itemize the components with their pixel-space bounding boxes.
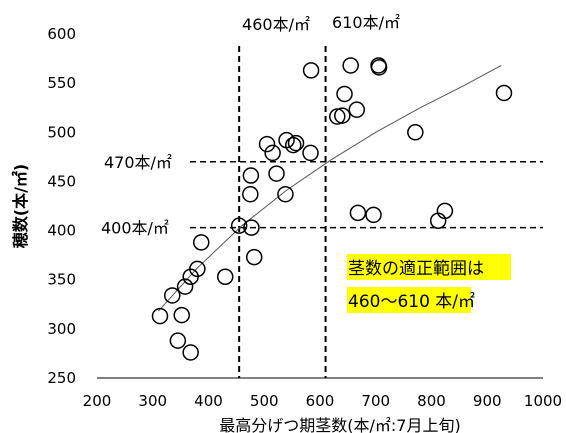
- data-point: [189, 260, 206, 278]
- x-tick-label: 800: [417, 392, 446, 410]
- y-tick-label: 250: [47, 369, 76, 387]
- x-axis-ticks: 200 300 400 500 600 700 800 900 1000: [83, 392, 562, 410]
- data-point: [242, 185, 259, 203]
- y-tick-label: 300: [47, 320, 76, 338]
- x-tick-label: 900: [473, 392, 502, 410]
- data-point: [216, 268, 234, 286]
- data-point: [151, 307, 169, 325]
- data-point: [287, 134, 305, 152]
- x-tick-label: 600: [306, 392, 335, 410]
- data-point: [342, 57, 359, 74]
- data-point: [349, 204, 367, 222]
- data-point: [284, 136, 302, 154]
- data-point: [242, 167, 260, 184]
- x-tick-label: 400: [194, 392, 223, 410]
- data-point: [176, 278, 194, 295]
- note-line: 460～610 本/㎡: [348, 292, 475, 312]
- hline-label: 470本/㎡: [104, 153, 172, 172]
- data-point: [436, 202, 454, 220]
- trendline: [157, 65, 502, 312]
- data-point: [277, 185, 294, 203]
- note-highlight: [347, 254, 511, 280]
- x-axis-label: 最高分げつ期茎数(本/㎡:7月上旬): [219, 416, 460, 433]
- data-point: [193, 234, 210, 251]
- reference-lines: [190, 46, 543, 378]
- data-point: [164, 287, 181, 304]
- data-point: [258, 135, 276, 153]
- data-point: [370, 59, 388, 76]
- data-point: [278, 131, 295, 149]
- x-tick-label: 700: [361, 392, 390, 410]
- data-point: [334, 107, 351, 124]
- data-point: [264, 144, 281, 162]
- data-point: [268, 165, 285, 182]
- x-tick-label: 1000: [524, 392, 562, 410]
- data-point: [169, 332, 187, 349]
- y-axis-label: 穂数(本/㎡): [11, 164, 30, 248]
- data-point: [302, 144, 319, 162]
- data-point: [182, 344, 199, 361]
- hline-label: 400本/㎡: [101, 219, 169, 238]
- reference-labels: 460本/㎡ 610本/㎡ 470本/㎡ 400本/㎡: [101, 13, 400, 238]
- y-tick-label: 500: [47, 123, 76, 141]
- data-point: [173, 306, 190, 324]
- y-tick-label: 350: [47, 271, 76, 289]
- vline-label: 460本/㎡: [242, 15, 310, 34]
- y-tick-label: 450: [47, 172, 76, 190]
- x-tick-label: 200: [83, 392, 112, 410]
- y-tick-label: 400: [47, 222, 76, 240]
- y-axis-ticks: 250 300 350 400 450 500 550 600: [47, 25, 76, 387]
- data-point: [243, 219, 260, 236]
- data-point: [336, 85, 353, 103]
- data-point: [407, 124, 424, 141]
- y-tick-label: 600: [47, 25, 76, 43]
- data-point: [302, 62, 320, 79]
- data-point: [245, 248, 263, 266]
- x-tick-label: 300: [138, 392, 167, 410]
- vline-label: 610本/㎡: [332, 13, 400, 32]
- note-line: 茎数の適正範囲は: [348, 259, 484, 279]
- data-point: [230, 217, 248, 234]
- x-tick-label: 500: [250, 392, 279, 410]
- data-point: [495, 84, 513, 102]
- optimal-range-note: 茎数の適正範囲は 460～610 本/㎡: [347, 254, 511, 313]
- data-points: [151, 57, 513, 361]
- data-point: [348, 101, 366, 118]
- y-tick-label: 550: [47, 74, 76, 92]
- data-point: [365, 206, 382, 224]
- note-highlight: [347, 287, 471, 313]
